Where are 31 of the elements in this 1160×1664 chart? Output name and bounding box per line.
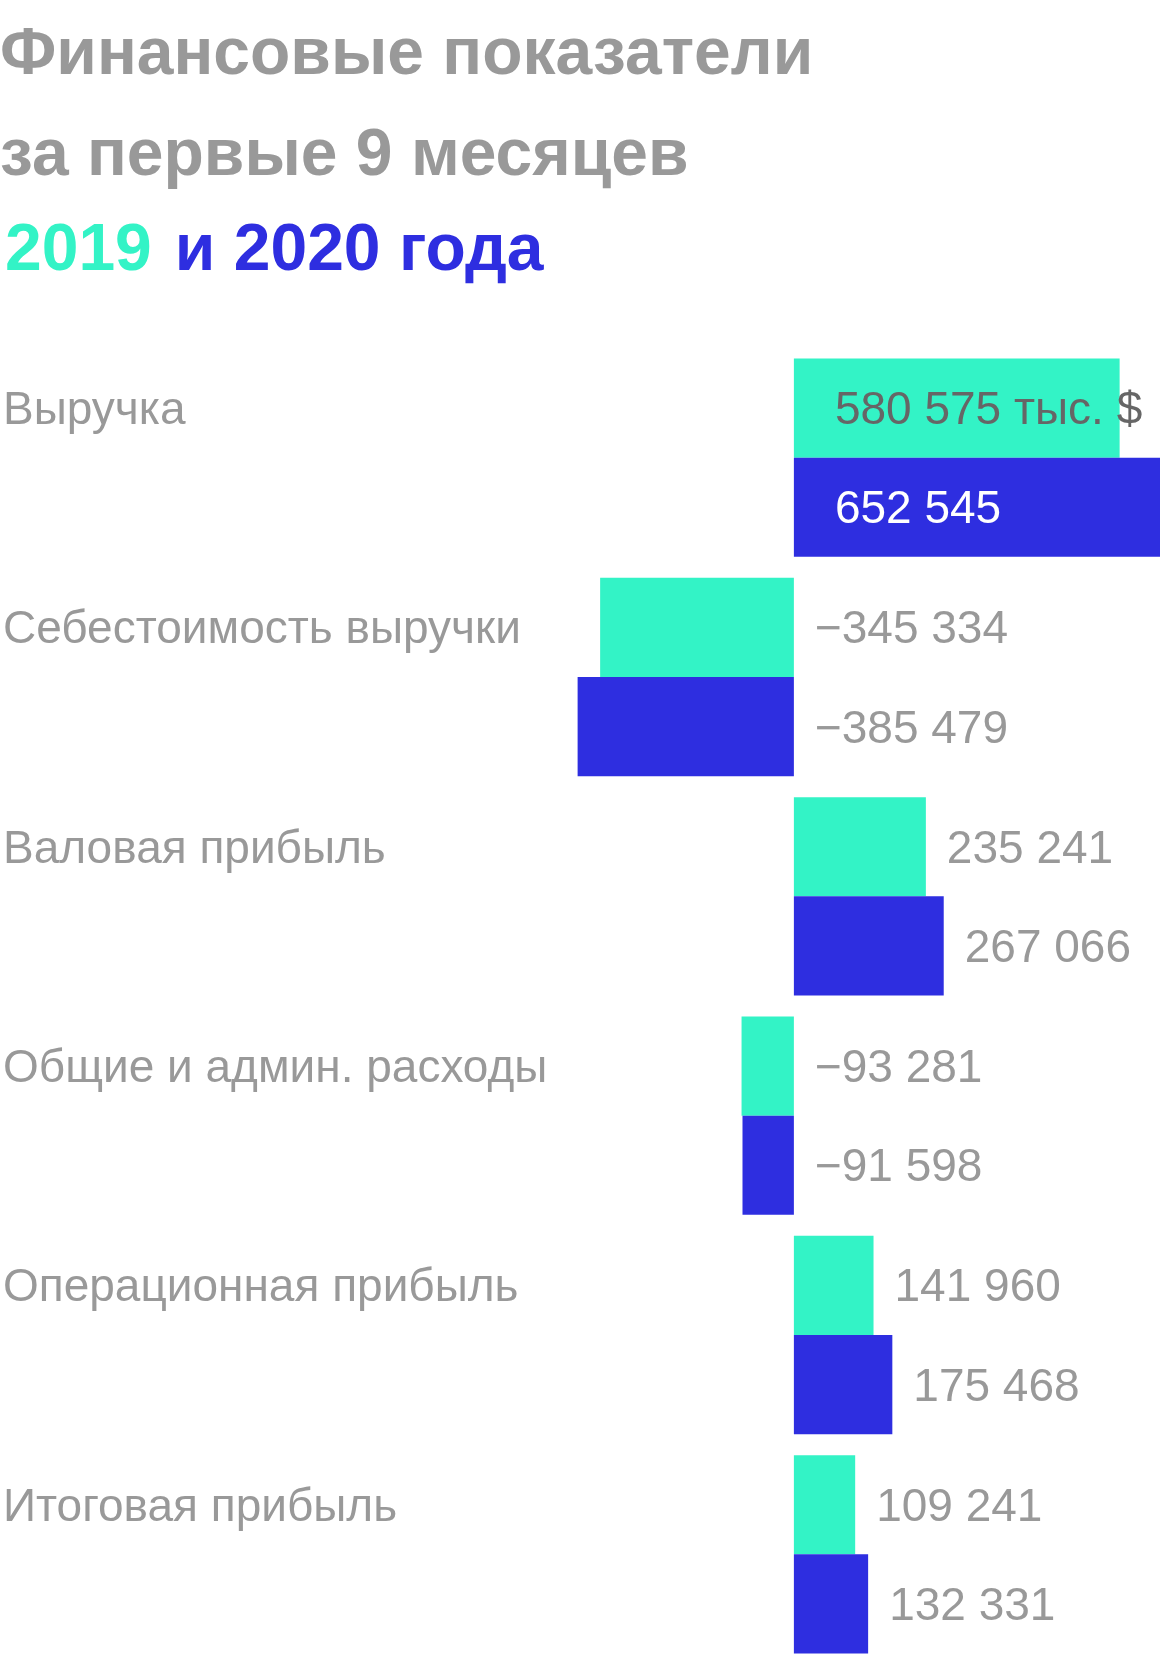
bar [793,1335,893,1435]
y-tick-label: Себестоимость выручки [3,601,521,654]
data-label: 141 960 [894,1259,1061,1312]
data-label: 109 241 [876,1478,1043,1531]
bar [793,1455,856,1555]
bar [793,797,926,897]
bar [793,1235,874,1335]
bar [742,1115,794,1215]
data-label: 132 331 [889,1577,1056,1630]
data-label: −91 598 [814,1139,983,1192]
data-label: 235 241 [946,820,1114,873]
data-label: 175 468 [913,1358,1080,1411]
bar [793,457,1160,557]
y-tick-label: Выручка [3,382,186,435]
bar [741,1016,794,1116]
y-tick-label: Общие и админ. расходы [3,1040,548,1093]
text: и 2020 года [174,210,545,284]
y-tick-label: Итоговая прибыль [3,1478,398,1531]
chart-title: Финансовые показатели за первые 9 месяцев [0,13,814,189]
data-label: 267 066 [964,919,1132,972]
data-label: −345 334 [814,601,1009,654]
bar [793,896,944,996]
bar [577,677,794,777]
data-label: 652 545 [834,481,1002,534]
bar [600,577,794,677]
data-label: −385 479 [814,700,1009,753]
bar [793,1554,869,1654]
text: 2019 [5,210,152,284]
y-tick-label: Валовая прибыль [3,820,386,873]
data-label: −93 281 [814,1040,983,1093]
y-tick-label: Операционная прибыль [3,1259,519,1312]
